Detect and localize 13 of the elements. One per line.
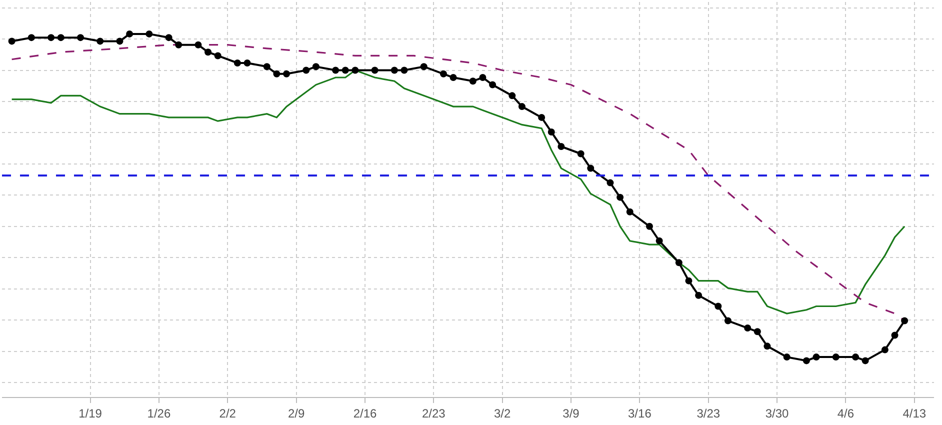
x-tick-label: 2/16	[353, 406, 377, 420]
x-tick-label: 2/23	[422, 406, 446, 420]
x-tick-label: 1/26	[147, 406, 171, 420]
x-tick-label: 4/13	[902, 406, 926, 420]
x-tick-label: 3/9	[562, 406, 580, 420]
x-tick-label: 3/30	[765, 406, 790, 420]
x-tick-label: 3/23	[696, 406, 720, 420]
x-tick-label: 2/9	[288, 406, 305, 420]
x-tick-label: 3/2	[494, 406, 512, 420]
x-tick-label: 4/6	[837, 406, 854, 420]
x-tick-label: 1/19	[78, 406, 102, 420]
x-tick-label: 2/2	[219, 406, 236, 420]
x-tick-label: 3/16	[628, 406, 652, 420]
